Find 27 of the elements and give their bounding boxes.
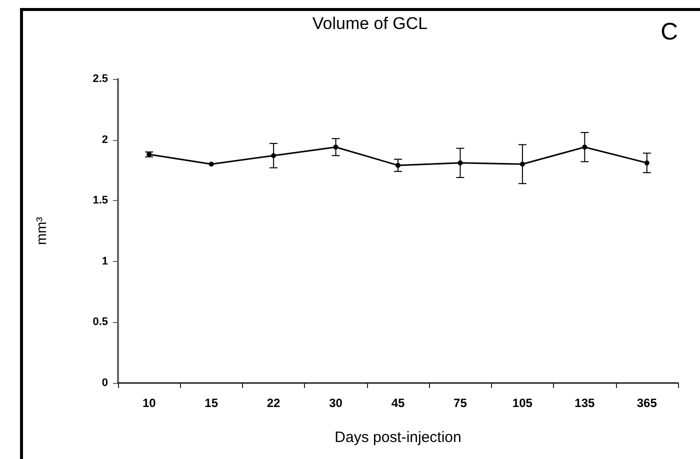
point bbox=[582, 144, 588, 150]
y-tick-label: 0 bbox=[102, 377, 108, 389]
x-tick-label: 15 bbox=[204, 396, 218, 410]
x-tick-label: 365 bbox=[636, 396, 658, 410]
y-tick-label: 0.5 bbox=[92, 316, 108, 328]
x-axis-title: Days post-injection bbox=[334, 429, 462, 446]
point bbox=[520, 162, 525, 167]
y-tick-label: 1.5 bbox=[92, 194, 108, 207]
x-tick-label: 30 bbox=[329, 396, 343, 410]
point bbox=[271, 153, 276, 158]
x-tick-label: 22 bbox=[266, 396, 281, 410]
point bbox=[208, 162, 214, 167]
point bbox=[644, 160, 650, 166]
point bbox=[458, 160, 463, 166]
y-axis-title: mm³ bbox=[33, 216, 49, 245]
y-tick-label: 1 bbox=[102, 255, 108, 268]
text: C bbox=[660, 18, 678, 46]
point bbox=[396, 162, 400, 168]
x-tick-label: 105 bbox=[512, 396, 533, 410]
x-tick-label: 10 bbox=[142, 396, 156, 410]
chart-title: Volume of GCL bbox=[312, 14, 428, 33]
y-tick-label: 2.5 bbox=[92, 73, 108, 85]
point bbox=[333, 144, 338, 150]
x-tick-label: 45 bbox=[391, 396, 405, 410]
x-tick-label: 135 bbox=[574, 396, 595, 410]
y-tick-label: 2 bbox=[102, 134, 108, 146]
x-tick-label: 75 bbox=[454, 396, 468, 410]
